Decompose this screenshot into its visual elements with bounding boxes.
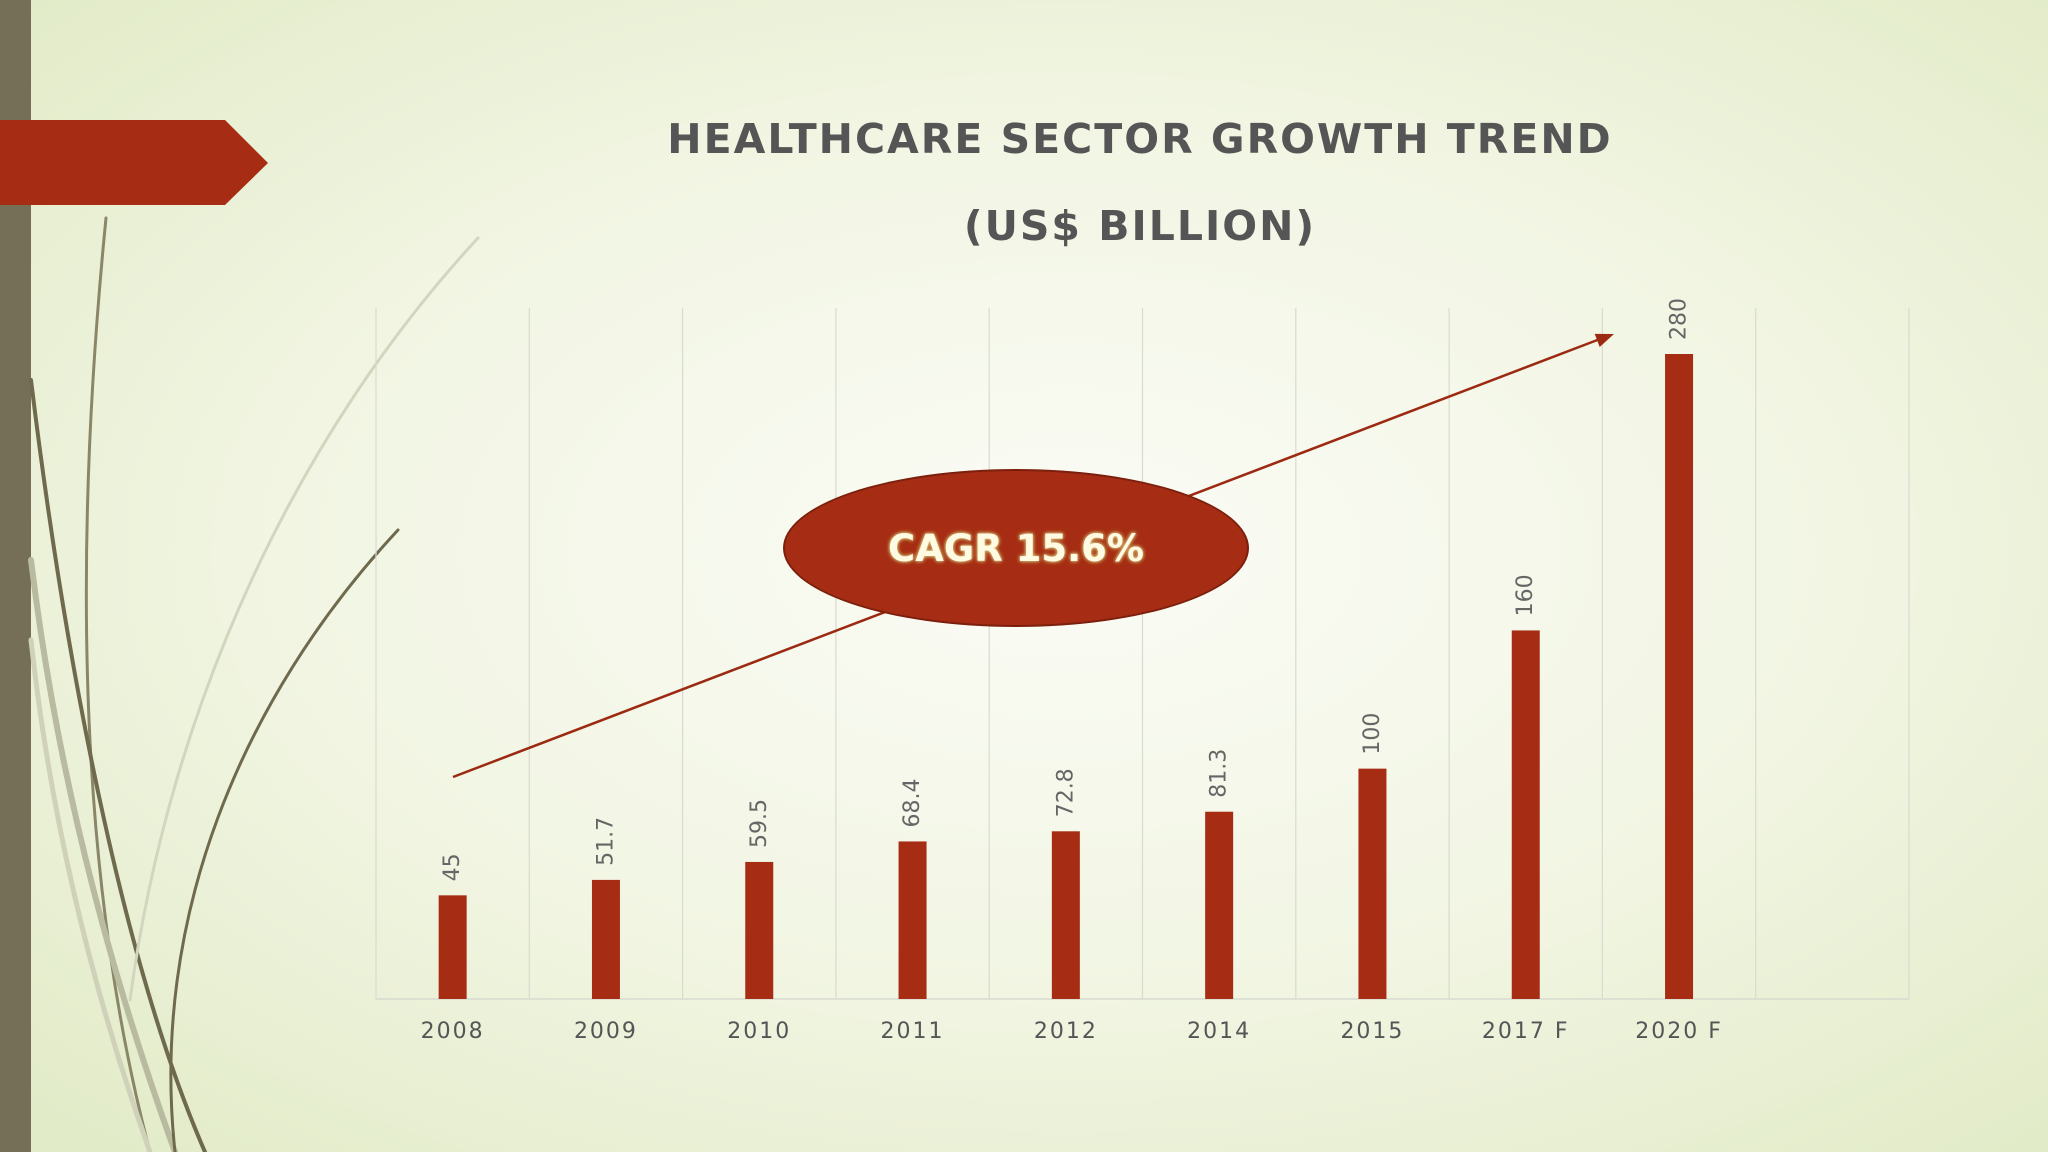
x-tick-label: 2012 [1034,1019,1098,1044]
page-title: HEALTHCARE SECTOR GROWTH TREND [667,115,1613,163]
bar [1511,630,1540,999]
x-tick-label: 2014 [1187,1019,1251,1044]
bar [1665,354,1694,999]
bars [438,354,1694,999]
x-tick-label: 2020 F [1635,1019,1723,1044]
x-tick-label: 2008 [421,1019,485,1044]
data-label: 68.4 [900,778,925,827]
value-labels: 45 51.7 59.5 68.4 72.8 81.3 100 160 280 [440,298,1691,881]
x-tick-label: 2015 [1340,1019,1404,1044]
bar [1358,768,1387,999]
gridlines [375,308,1910,999]
x-tick-label: 2010 [727,1019,791,1044]
bar [1051,831,1080,999]
bar [1205,811,1234,999]
data-label: 59.5 [747,799,772,848]
data-label: 280 [1667,298,1692,340]
bar [898,841,927,999]
cagr-callout: CAGR 15.6% [783,469,1249,627]
data-label: 100 [1360,713,1385,755]
bar [438,895,467,999]
page-subtitle: (US$ BILLION) [963,202,1317,250]
data-label: 45 [440,853,465,881]
bar [745,861,774,999]
x-tick-label: 2009 [574,1019,638,1044]
trend-arrowhead [1594,333,1614,347]
bar [591,879,620,999]
data-label: 51.7 [593,817,618,866]
data-label: 72.8 [1053,768,1078,817]
data-label: 160 [1513,574,1538,616]
category-labels: 2008 2009 2010 2011 2012 2014 2015 2017 F 2020 F [421,1019,1723,1044]
x-tick-label: 2011 [881,1019,945,1044]
cagr-label: CAGR 15.6% [888,526,1144,570]
x-tick-label: 2017 F [1482,1019,1570,1044]
data-label: 81.3 [1207,749,1232,798]
